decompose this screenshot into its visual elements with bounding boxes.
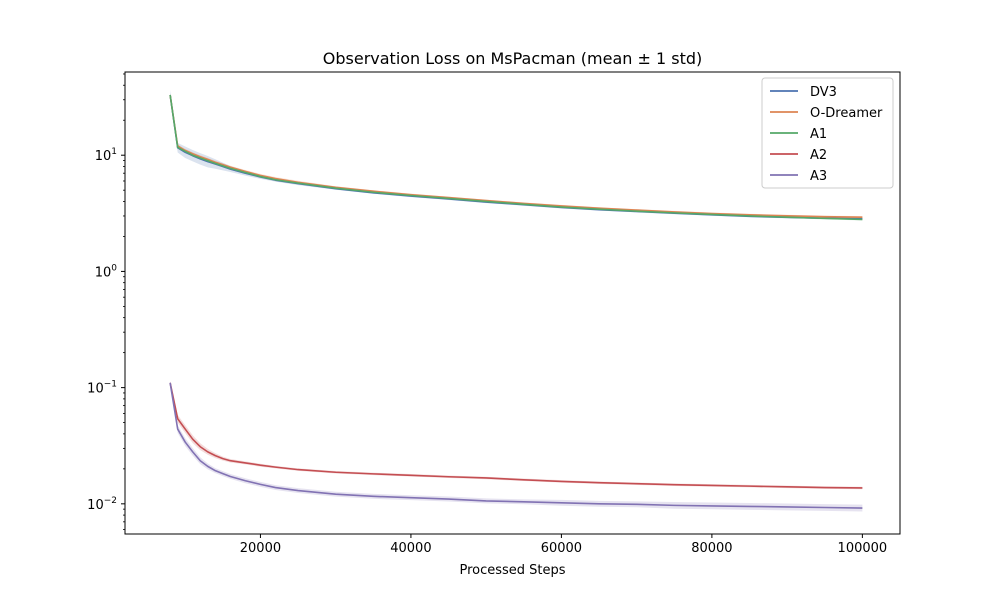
y-axis: 10−2 10−1 100 101 <box>87 73 125 531</box>
series-lines <box>169 94 863 509</box>
legend-label-a3: A3 <box>810 169 827 184</box>
x-tick-label: 40000 <box>390 541 431 556</box>
x-tick-label: 100000 <box>838 541 888 556</box>
x-axis: 20000 40000 60000 80000 100000 <box>240 534 887 556</box>
legend-label-dv3: DV3 <box>810 85 837 100</box>
legend-label-a1: A1 <box>810 127 827 142</box>
legend: DV3 O-Dreamer A1 A2 A3 <box>761 77 894 189</box>
chart-title: Observation Loss on MsPacman (mean ± 1 s… <box>323 49 702 68</box>
x-tick-label: 20000 <box>240 541 281 556</box>
legend-box <box>761 77 894 189</box>
legend-label-a2: A2 <box>810 148 827 163</box>
line-a2 <box>169 382 863 489</box>
y-tick-label: 10−1 <box>87 380 117 397</box>
legend-label-o-dreamer: O-Dreamer <box>810 106 883 121</box>
line-a1 <box>169 94 863 221</box>
y-tick-label: 101 <box>95 147 117 164</box>
x-tick-label: 60000 <box>541 541 582 556</box>
x-tick-label: 80000 <box>691 541 732 556</box>
x-axis-label: Processed Steps <box>459 563 565 578</box>
y-tick-label: 100 <box>95 263 118 280</box>
y-tick-label: 10−2 <box>87 496 117 513</box>
line-o-dreamer <box>169 94 863 218</box>
plot-frame <box>124 71 901 535</box>
line-a3 <box>169 382 863 509</box>
